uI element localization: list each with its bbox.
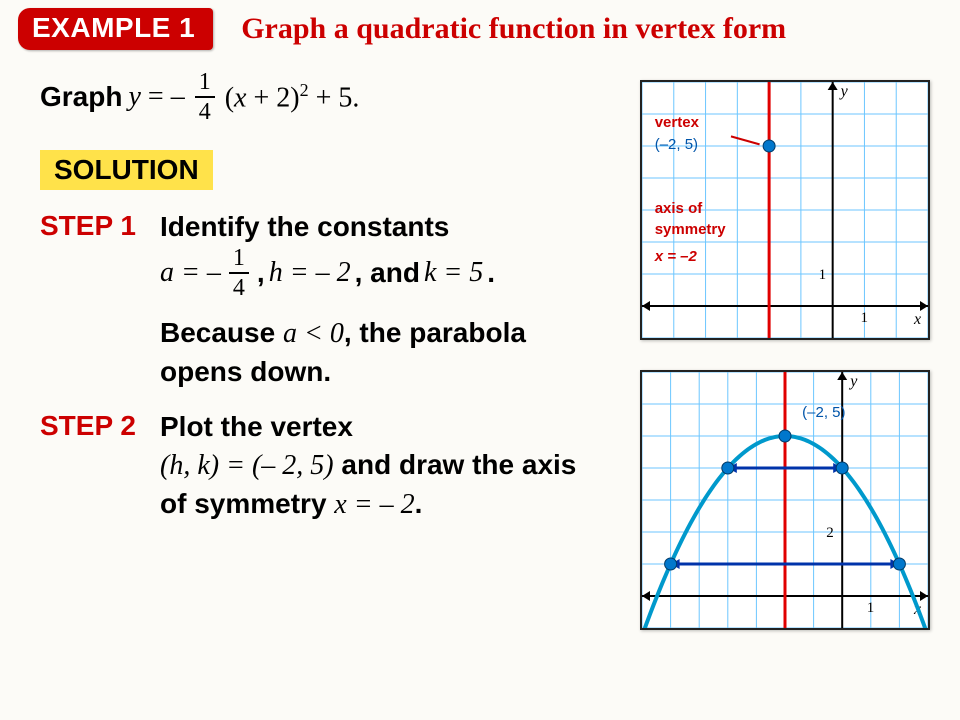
svg-text:x: x [913,311,921,328]
page-title: Graph a quadratic function in vertex for… [241,12,786,46]
svg-text:1: 1 [860,310,868,326]
svg-text:(–2, 5): (–2, 5) [655,136,698,153]
svg-text:2: 2 [826,525,834,541]
problem-lead: Graph [40,81,122,113]
svg-text:(–2, 5): (–2, 5) [802,404,845,421]
graphs-column: x y vertex (–2, 5) axis of symmetry x = –2 1 1 x… [640,80,930,660]
step1-line2: a = – 1 4 , h = – 2, and k = 5. [160,246,590,300]
equals: = [148,81,164,112]
graph1-svg: x y vertex (–2, 5) axis of symmetry x = –2 1 1 [642,82,928,338]
step1-line1: Identify the constants [160,208,590,246]
graph2-svg: xy(–2, 5)21 [642,372,928,628]
step1-line3: Because a < 0, the parabola opens down. [160,314,590,391]
svg-text:1: 1 [819,267,827,283]
graph-1: x y vertex (–2, 5) axis of symmetry x = –2 1 1 [640,80,930,340]
step2-label: STEP 2 [40,408,160,442]
fraction-1-4: 1 4 [195,70,215,124]
graph-2: xy(–2, 5)21 [640,370,930,630]
svg-text:axis of: axis of [655,200,704,217]
svg-text:vertex: vertex [655,114,700,131]
step1-label: STEP 1 [40,208,160,242]
header: EXAMPLE 1 Graph a quadratic function in … [0,0,960,70]
step2-body: Plot the vertex (h, k) = (– 2, 5) and dr… [160,408,590,523]
svg-text:x = –2: x = –2 [654,248,698,265]
svg-text:y: y [839,83,849,100]
var-y: y [128,81,140,112]
solution-badge: SOLUTION [40,150,213,190]
step1-frac: 1 4 [229,246,249,300]
frac-den: 4 [199,98,211,124]
example-badge: EXAMPLE 1 [18,8,213,50]
problem-tail: (x + 2)2 + 5. [225,80,360,114]
svg-text:y: y [848,373,858,390]
svg-text:symmetry: symmetry [655,221,727,238]
neg-sign: – [171,81,185,112]
svg-text:1: 1 [867,600,875,616]
step1-body: Identify the constants a = – 1 4 , h = –… [160,208,590,390]
frac-num: 1 [195,70,215,98]
